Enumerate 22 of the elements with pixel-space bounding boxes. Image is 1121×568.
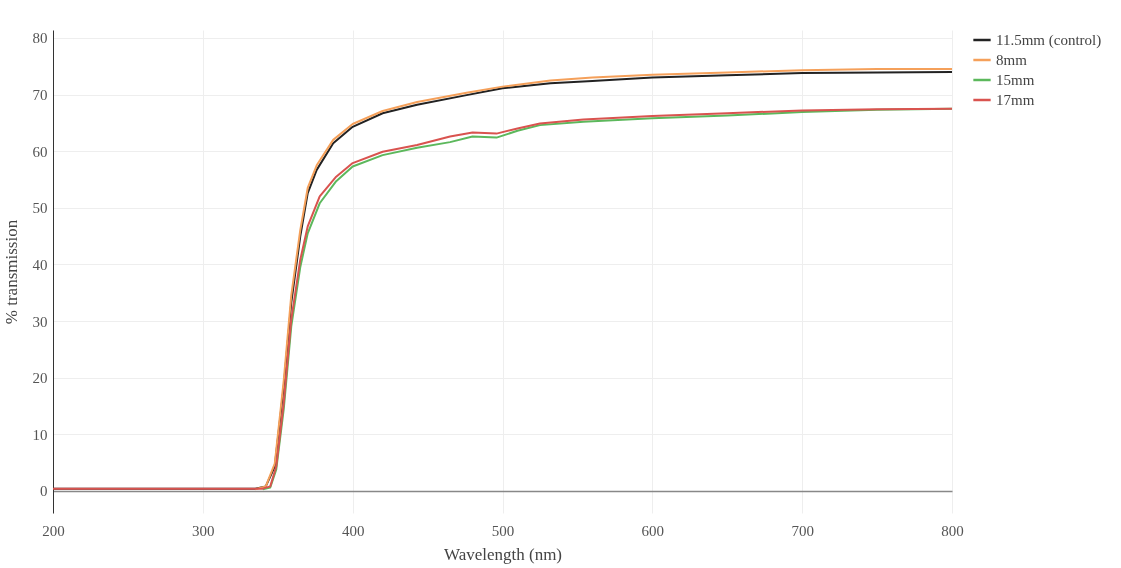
y-tick-label: 70 <box>32 87 48 104</box>
legend-label: 15mm <box>996 72 1035 88</box>
legend-label: 8mm <box>996 52 1028 68</box>
x-axis-title: Wavelength (nm) <box>443 544 563 564</box>
y-tick-label: 50 <box>32 200 48 217</box>
x-tick-label: 500 <box>491 522 515 539</box>
legend-label: 11.5mm (control) <box>996 32 1102 49</box>
x-tick-label: 800 <box>941 522 964 539</box>
y-axis-title: % transmission <box>1 219 21 325</box>
x-tick-label: 600 <box>641 522 665 539</box>
x-tick-label: 300 <box>192 522 215 539</box>
y-tick-label: 40 <box>32 256 48 273</box>
legend-label: 17mm <box>996 92 1035 108</box>
y-tick-label: 20 <box>32 370 48 387</box>
y-tick-label: 60 <box>32 143 48 160</box>
x-tick-label: 200 <box>42 522 65 539</box>
y-tick-label: 30 <box>32 313 48 330</box>
y-tick-label: 80 <box>32 30 48 47</box>
x-tick-label: 400 <box>341 522 365 539</box>
y-tick-label: 0 <box>40 483 48 500</box>
x-tick-label: 700 <box>791 522 814 539</box>
y-tick-label: 10 <box>32 426 48 443</box>
